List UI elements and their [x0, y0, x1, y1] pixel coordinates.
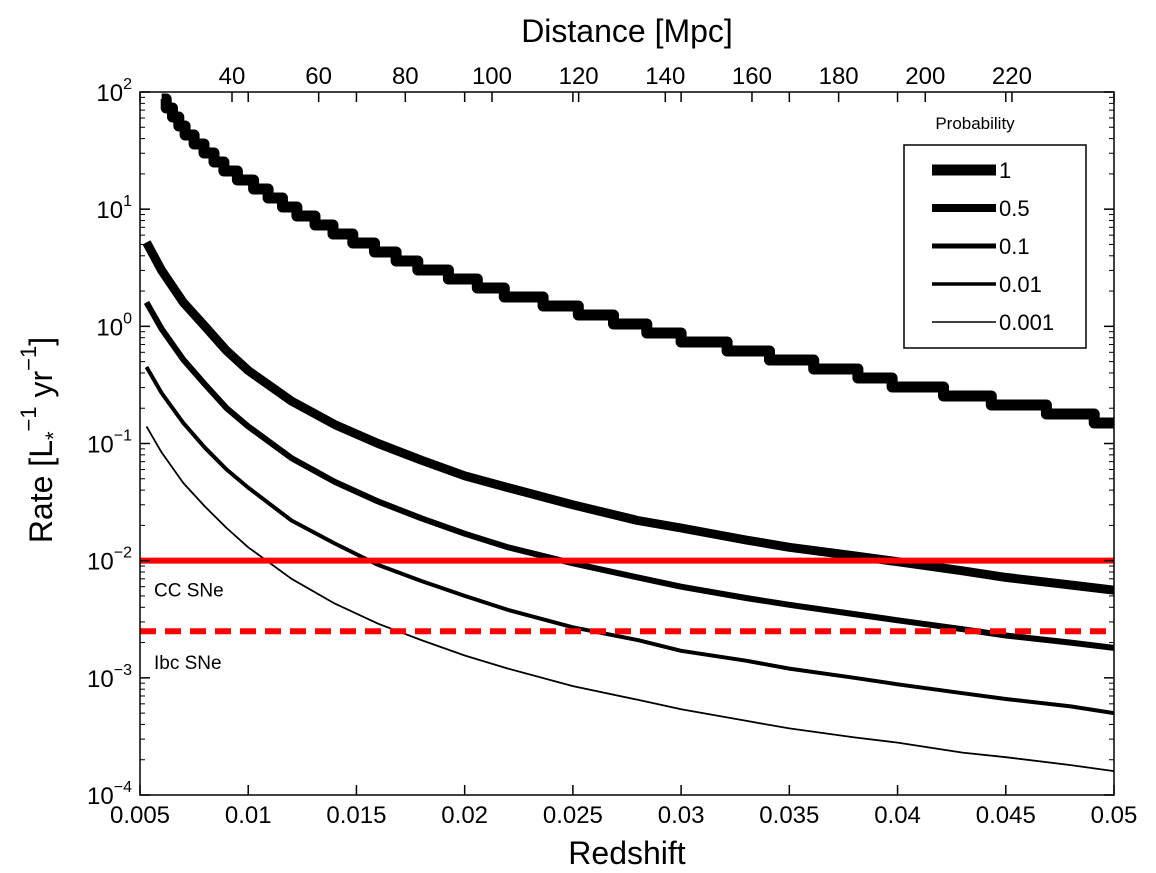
reference-line-label: Ibc SNe	[154, 653, 222, 674]
x-tick-label: 0.045	[976, 802, 1036, 829]
y-tick-label: 10−1	[87, 428, 132, 459]
x-tick-label: 0.03	[658, 802, 705, 829]
x2-tick-label: 100	[472, 63, 512, 90]
x-tick-label: 0.005	[110, 802, 170, 829]
y-tick-label: 100	[96, 310, 132, 341]
y-axis-title-end: ]	[23, 337, 59, 346]
y-axis-title-base: Rate [L	[23, 440, 59, 543]
legend-label: 0.001	[999, 310, 1054, 335]
annotations-layer: CC SNe Ibc SNe	[154, 581, 224, 675]
legend-items: 1 0.5 0.1 0.01 0.001	[932, 158, 1054, 335]
legend-label: 0.1	[999, 234, 1030, 259]
x2-tick-label: 200	[905, 63, 945, 90]
x-tick-label: 0.01	[225, 802, 272, 829]
x-axis-title: Redshift	[568, 835, 686, 871]
reference-lines-layer	[140, 557, 1114, 635]
series-line-0.001	[145, 425, 1114, 772]
series-layer	[142, 93, 1114, 772]
x-tick-label: 0.035	[759, 802, 819, 829]
legend-label: 0.01	[999, 272, 1042, 297]
series-line-0.01	[144, 365, 1114, 716]
x2-tick-label: 220	[992, 63, 1032, 90]
x-tick-label: 0.04	[874, 802, 921, 829]
x2-tick-label: 80	[392, 63, 419, 90]
y-tick-label: 10−3	[87, 662, 132, 693]
x2-tick-label: 180	[819, 63, 859, 90]
legend-label: 0.5	[999, 196, 1030, 221]
legend-label: 1	[999, 158, 1011, 183]
legend-title: Probability	[935, 114, 1015, 133]
series-line-0.1	[143, 300, 1114, 651]
x2-tick-label: 160	[732, 63, 772, 90]
ticks-layer: 0.005 0.01 0.015 0.02 0.025 0.03 0.035 0.04 0.04…	[87, 63, 1137, 829]
x2-tick-label: 60	[305, 63, 332, 90]
y-axis-title-sup2: −1	[16, 346, 41, 371]
x-tick-label: 0.015	[326, 802, 386, 829]
y-axis-title-sup1: −1	[16, 406, 41, 431]
y-axis-title: Rate [L*−1 yr−1]	[16, 337, 66, 543]
y-axis-title-sub: *	[41, 431, 66, 440]
series-line-0.5	[142, 240, 1114, 595]
y-tick-label: 102	[96, 76, 132, 107]
x2-tick-label: 120	[559, 63, 599, 90]
x2-tick-label: 140	[645, 63, 685, 90]
y-tick-label: 10−2	[87, 545, 132, 576]
x-tick-label: 0.02	[441, 802, 488, 829]
y-axis-title-mid: yr	[23, 370, 59, 406]
y-tick-label: 101	[96, 193, 132, 224]
x-tick-label: 0.05	[1091, 802, 1138, 829]
legend: Probability 1 0.5 0.1 0.01 0.001	[903, 114, 1087, 349]
x-tick-label: 0.025	[543, 802, 603, 829]
x2-axis-title: Distance [Mpc]	[521, 13, 733, 49]
y-tick-label: 10−4	[87, 779, 132, 810]
x2-tick-label: 40	[219, 63, 246, 90]
reference-line-label: CC SNe	[154, 581, 224, 602]
series-line-1	[160, 93, 1114, 429]
